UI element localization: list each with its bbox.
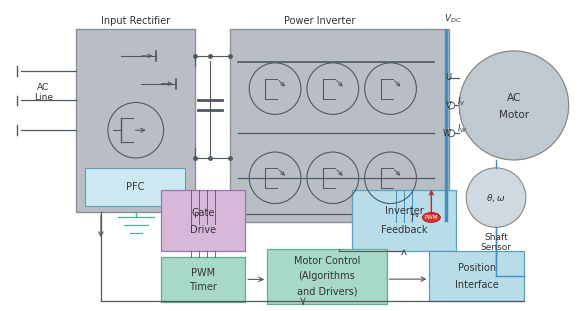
Bar bbox=[161, 190, 245, 251]
Text: (Algorithms: (Algorithms bbox=[298, 272, 355, 281]
Text: Power Inverter: Power Inverter bbox=[284, 16, 356, 26]
Text: and Drivers): and Drivers) bbox=[297, 287, 357, 297]
Text: Interface: Interface bbox=[455, 280, 499, 290]
Bar bbox=[76, 29, 196, 212]
Text: AC: AC bbox=[507, 93, 521, 103]
Text: V: V bbox=[445, 101, 451, 110]
Text: PWM: PWM bbox=[191, 268, 215, 278]
Text: Feedback: Feedback bbox=[381, 225, 427, 234]
Circle shape bbox=[466, 168, 526, 227]
Text: U: U bbox=[445, 73, 451, 82]
Bar bbox=[230, 29, 449, 222]
Circle shape bbox=[448, 130, 455, 137]
Circle shape bbox=[448, 102, 455, 109]
Text: Gate: Gate bbox=[191, 208, 214, 218]
Text: PFC: PFC bbox=[125, 182, 144, 192]
Bar bbox=[85, 168, 185, 206]
Text: Position: Position bbox=[458, 263, 496, 273]
Text: Shaft: Shaft bbox=[484, 233, 508, 242]
Bar bbox=[161, 257, 245, 302]
Text: $\theta, \omega$: $\theta, \omega$ bbox=[486, 192, 506, 204]
Text: $I_W$: $I_W$ bbox=[457, 123, 468, 136]
Text: Input Rectifier: Input Rectifier bbox=[101, 16, 171, 26]
Bar bbox=[267, 249, 387, 304]
Bar bbox=[430, 251, 524, 301]
Text: Inverter: Inverter bbox=[384, 206, 423, 216]
Text: Motor Control: Motor Control bbox=[294, 256, 360, 266]
Text: PWM: PWM bbox=[425, 215, 438, 220]
Text: $I_V$: $I_V$ bbox=[457, 95, 466, 108]
Ellipse shape bbox=[423, 212, 440, 222]
Bar bbox=[352, 190, 456, 251]
Text: W: W bbox=[443, 129, 451, 138]
Text: Timer: Timer bbox=[189, 282, 217, 292]
Text: Sensor: Sensor bbox=[481, 243, 512, 252]
Text: $T°$: $T°$ bbox=[409, 212, 420, 223]
Text: Motor: Motor bbox=[499, 110, 529, 120]
Text: AC
Line: AC Line bbox=[33, 83, 53, 102]
Text: Drive: Drive bbox=[190, 225, 216, 234]
Text: $V_{DC}$: $V_{DC}$ bbox=[444, 13, 462, 26]
Circle shape bbox=[459, 51, 568, 160]
